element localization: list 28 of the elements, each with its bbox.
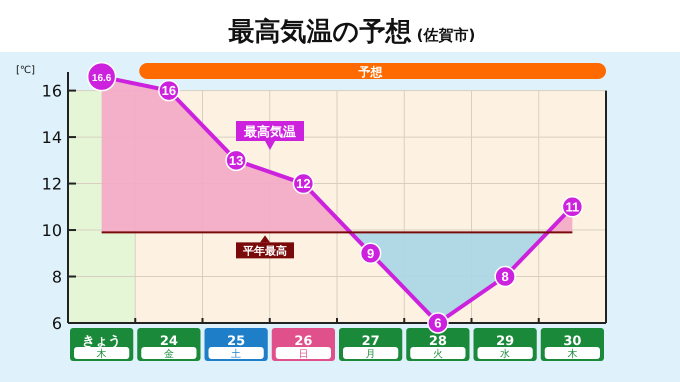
y-tick-label: 10 bbox=[42, 221, 62, 240]
chart-subtitle: (佐賀市) bbox=[416, 26, 476, 44]
data-label: 8 bbox=[502, 269, 509, 284]
y-tick-label: 14 bbox=[42, 128, 62, 148]
x-tick-label: 28火 bbox=[428, 334, 447, 360]
series-label: 最高気温 bbox=[243, 124, 296, 140]
y-tick-label: 8 bbox=[52, 268, 62, 287]
y-tick-label: 6 bbox=[52, 314, 62, 333]
y-tick-label: 16 bbox=[42, 82, 62, 101]
x-tick-label: 30木 bbox=[563, 334, 582, 360]
legend-label: 平年最高 bbox=[242, 244, 287, 258]
data-label: 12 bbox=[296, 176, 311, 192]
x-tick-label: きょう木 bbox=[82, 334, 122, 360]
x-tick-label: 29水 bbox=[496, 334, 514, 360]
chart-title: 最高気温の予想 bbox=[228, 17, 412, 47]
data-label: 13 bbox=[228, 152, 244, 168]
data-label: 16.6 bbox=[92, 73, 112, 84]
y-axis-title: [℃] bbox=[16, 65, 36, 76]
x-tick-label: 26日 bbox=[294, 334, 312, 360]
x-tick-label: 25土 bbox=[227, 334, 246, 360]
y-tick-label: 12 bbox=[42, 174, 62, 194]
data-label: 6 bbox=[434, 316, 442, 330]
annotation: 予想 bbox=[358, 65, 384, 79]
x-tick-label: 27月 bbox=[362, 334, 380, 360]
data-label: 11 bbox=[566, 199, 580, 214]
data-label: 9 bbox=[367, 246, 374, 261]
x-tick-label: 24金 bbox=[160, 334, 178, 360]
data-label: 16 bbox=[162, 83, 176, 98]
